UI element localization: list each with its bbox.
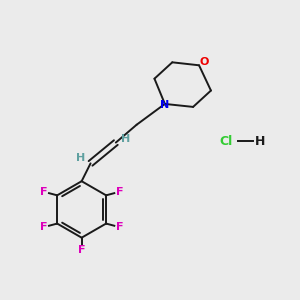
Text: H: H	[76, 153, 86, 163]
Text: N: N	[160, 100, 170, 110]
Text: F: F	[40, 187, 48, 197]
Text: F: F	[116, 222, 123, 232]
Text: F: F	[78, 245, 85, 255]
Text: F: F	[40, 222, 48, 232]
Text: O: O	[200, 57, 209, 67]
Text: F: F	[116, 187, 123, 197]
Text: H: H	[121, 134, 130, 144]
Text: H: H	[255, 135, 265, 148]
Text: Cl: Cl	[219, 135, 232, 148]
